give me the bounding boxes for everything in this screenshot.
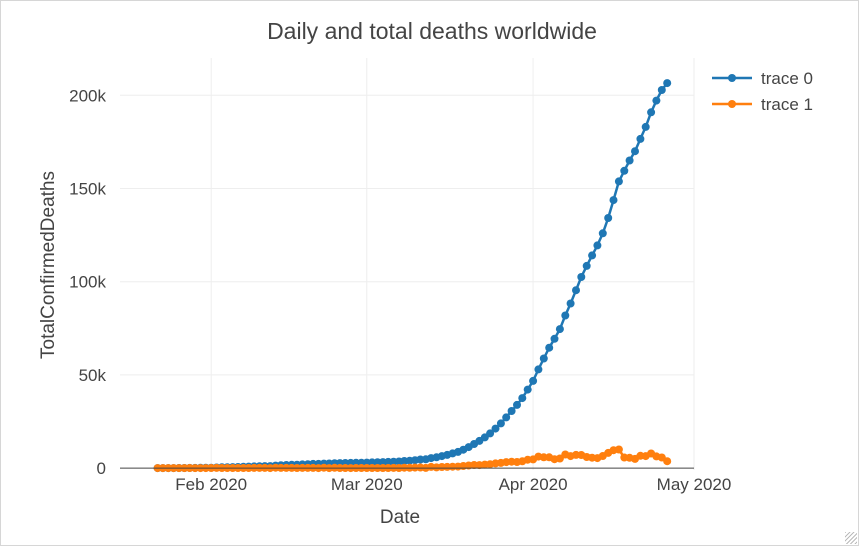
data-point (647, 108, 656, 117)
data-point (486, 429, 495, 438)
data-point (593, 241, 602, 250)
series-line-0 (157, 82, 669, 470)
legend-item[interactable]: trace 1 (712, 95, 813, 114)
data-point (555, 325, 564, 334)
data-point (625, 156, 634, 165)
y-tick-label: 150k (69, 179, 106, 198)
data-point (598, 229, 607, 238)
x-tick-label: Apr 2020 (499, 475, 568, 494)
data-point (566, 299, 575, 308)
axis-layer: 0 50k 100k 150k 200k Feb 2020 Mar 2020 Apr 2020… (69, 86, 731, 494)
y-tick-label: 200k (69, 86, 106, 105)
data-point (652, 96, 661, 105)
data-point (582, 261, 591, 270)
x-tick-label: Mar 2020 (331, 475, 403, 494)
data-point (550, 334, 559, 343)
resize-handle[interactable] (845, 532, 857, 544)
data-point (663, 457, 672, 466)
legend[interactable]: trace 0 trace 1 (712, 69, 813, 114)
data-point (577, 273, 586, 281)
data-point (561, 311, 570, 320)
data-point (604, 214, 613, 222)
data-point (636, 134, 645, 143)
legend-label: trace 0 (761, 69, 813, 88)
data-point (491, 424, 500, 433)
y-tick-label: 100k (69, 273, 106, 292)
data-point (507, 407, 516, 415)
y-axis-title: TotalConfirmedDeaths (38, 171, 59, 359)
data-point (588, 251, 597, 260)
x-axis-title: Date (380, 507, 420, 528)
data-point (534, 365, 543, 374)
data-point (523, 385, 532, 394)
data-point (657, 86, 666, 94)
legend-swatch-marker (728, 74, 736, 82)
data-point (496, 419, 505, 428)
y-tick-label: 50k (79, 366, 107, 385)
grid-layer (120, 58, 695, 470)
data-point (518, 394, 527, 403)
data-point (572, 286, 580, 295)
legend-label: trace 1 (761, 95, 813, 114)
data-point (641, 122, 650, 131)
data-point (502, 413, 511, 422)
x-tick-label: May 2020 (657, 475, 732, 494)
x-tick-label: Feb 2020 (175, 475, 247, 494)
data-point (614, 177, 623, 186)
data-point (539, 354, 548, 363)
legend-swatch-marker (728, 100, 736, 108)
series-layer (153, 79, 672, 473)
data-point (614, 445, 623, 454)
chart-title: Daily and total deaths worldwide (267, 18, 597, 44)
data-point (631, 147, 639, 156)
data-point (620, 166, 629, 175)
y-tick-label: 0 (97, 459, 106, 478)
data-point (609, 196, 618, 205)
legend-item[interactable]: trace 0 (712, 69, 813, 88)
data-point (513, 400, 521, 409)
series-markers-0 (153, 79, 672, 473)
data-point (663, 79, 672, 88)
data-point (529, 376, 538, 385)
data-point (545, 343, 554, 352)
